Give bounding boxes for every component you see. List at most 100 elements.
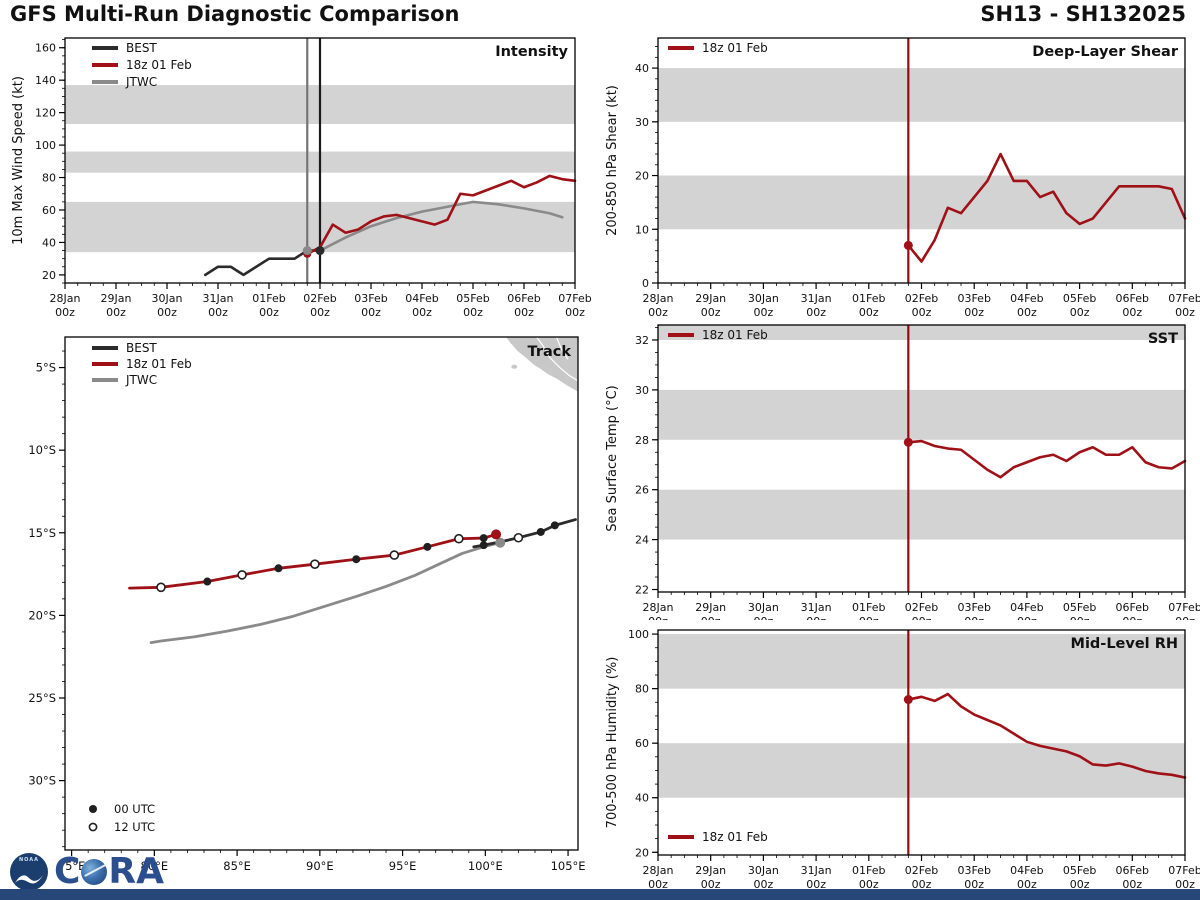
tick-label: 04Feb xyxy=(1010,601,1043,614)
tick-label: 29Jan xyxy=(101,292,132,305)
series-18z-01-feb xyxy=(907,152,1187,263)
fix-00utc xyxy=(550,521,559,530)
y-axis-label: 200-850 hPa Shear (kt) xyxy=(605,85,620,236)
tick-label: 04Feb xyxy=(1010,292,1043,305)
tick-label: 07Feb xyxy=(1168,601,1200,614)
y-axis-label: Sea Surface Temp (°C) xyxy=(605,385,620,532)
track-map: 75°E 80°E 85°E 90°E 95°E 100°E 105°E 5°S 10°S 15°… xyxy=(28,336,586,873)
legend-label: 18z 01 Feb xyxy=(126,58,192,72)
tick-label: 00z xyxy=(1017,615,1037,620)
series-jtwc xyxy=(318,200,564,252)
page-title: GFS Multi-Run Diagnostic Comparison xyxy=(10,2,460,26)
fix-12utc xyxy=(513,532,524,543)
tick-label: 00z xyxy=(912,306,932,319)
tick-label: 00z xyxy=(1122,615,1142,620)
tick-label: 140 xyxy=(35,74,56,87)
tick-label: 25°S xyxy=(28,691,56,705)
tick-label: 02Feb xyxy=(303,292,336,305)
shear-panel: 28Jan00z29Jan00z30Jan00z31Jan00z01Feb00z… xyxy=(605,37,1200,319)
tick-label: 20°S xyxy=(28,608,56,622)
tick-label: 01Feb xyxy=(252,292,285,305)
fix-00utc xyxy=(423,542,432,551)
tick-label: 04Feb xyxy=(405,292,438,305)
agency-logos: NOAA C RA xyxy=(10,851,164,893)
tick-label: 04Feb xyxy=(1010,864,1043,877)
tick-label: 20 xyxy=(42,269,56,282)
tick-label: 00z xyxy=(648,878,668,891)
tick-label: 00z xyxy=(648,615,668,620)
fix-00utc xyxy=(479,534,488,543)
tick-label: 31Jan xyxy=(801,601,832,614)
tick-label: 60 xyxy=(635,737,649,750)
panel-title: Track xyxy=(528,344,572,360)
tick-label: 00z xyxy=(565,306,585,319)
tick-label: 03Feb xyxy=(957,601,990,614)
tick-label: 30Jan xyxy=(748,601,779,614)
shaded-band xyxy=(658,743,1185,798)
rh-panel: 28Jan00z29Jan00z30Jan00z31Jan00z01Feb00z… xyxy=(605,628,1200,891)
tick-label: 00z xyxy=(1122,306,1142,319)
tick-label: 05Feb xyxy=(1063,864,1096,877)
tick-label: 30°S xyxy=(28,774,56,788)
rh-chart: 28Jan00z29Jan00z30Jan00z31Jan00z01Feb00z… xyxy=(605,628,1200,891)
legend-label: JTWC xyxy=(125,75,157,89)
tick-label: 01Feb xyxy=(852,864,885,877)
tick-label: 06Feb xyxy=(507,292,540,305)
intensity-panel: 28Jan00z29Jan00z30Jan00z31Jan00z01Feb00z… xyxy=(11,37,592,319)
legend-label: JTWC xyxy=(125,373,157,387)
tick-label: 06Feb xyxy=(1116,292,1149,305)
shaded-band xyxy=(658,634,1185,689)
tick-label: 00z xyxy=(964,615,984,620)
tick-label: 00z xyxy=(1017,878,1037,891)
utc12-label: 12 UTC xyxy=(114,820,155,834)
tick-label: 02Feb xyxy=(905,864,938,877)
legend-label: 18z 01 Feb xyxy=(702,41,768,55)
tick-label: 01Feb xyxy=(852,292,885,305)
init-point xyxy=(315,246,325,256)
init-point xyxy=(903,695,913,705)
tick-label: 00z xyxy=(157,306,177,319)
tick-label: 85°E xyxy=(223,859,251,873)
tick-label: 160 xyxy=(35,42,56,55)
tick-label: 02Feb xyxy=(905,292,938,305)
tick-label: 00z xyxy=(412,306,432,319)
noaa-logo-text: NOAA xyxy=(18,857,40,863)
tick-label: 00z xyxy=(106,306,126,319)
legend-label: 18z 01 Feb xyxy=(702,328,768,342)
tick-label: 30Jan xyxy=(748,292,779,305)
cira-logo: C RA xyxy=(54,854,164,890)
legend-label: BEST xyxy=(126,341,157,355)
tick-label: 28 xyxy=(635,434,649,447)
tick-label: 100 xyxy=(35,139,56,152)
tick-label: 28Jan xyxy=(643,601,674,614)
legend-label: 18z 01 Feb xyxy=(702,830,768,844)
tick-label: 05Feb xyxy=(456,292,489,305)
tick-label: 00z xyxy=(1070,615,1090,620)
series-18z-01-feb xyxy=(907,439,1187,479)
tick-label: 30Jan xyxy=(748,864,779,877)
shaded-band xyxy=(658,175,1185,230)
sst-panel: 28Jan00z29Jan00z30Jan00z31Jan00z01Feb00z… xyxy=(605,324,1200,620)
tick-label: 00z xyxy=(648,306,668,319)
tick-label: 00z xyxy=(701,878,721,891)
tick-label: 02Feb xyxy=(905,601,938,614)
tick-label: 80 xyxy=(42,172,56,185)
storm-id: SH13 - SH132025 xyxy=(980,2,1186,26)
cira-logo-ra: RA xyxy=(108,851,165,892)
tick-label: 00z xyxy=(701,615,721,620)
tick-label: 00z xyxy=(806,306,826,319)
noaa-logo-icon: NOAA xyxy=(10,853,48,891)
fix-00utc xyxy=(352,555,361,564)
tick-label: 120 xyxy=(35,107,56,120)
init-position xyxy=(491,529,502,540)
y-axis-label: 10m Max Wind Speed (kt) xyxy=(11,76,26,245)
tick-label: 07Feb xyxy=(1168,864,1200,877)
shaded-band xyxy=(658,489,1185,540)
tick-label: 80 xyxy=(635,683,649,696)
fix-12utc xyxy=(237,570,247,580)
sst-chart: 28Jan00z29Jan00z30Jan00z31Jan00z01Feb00z… xyxy=(605,324,1200,620)
tick-label: 00z xyxy=(1175,306,1195,319)
init-position xyxy=(495,537,506,548)
tick-label: 00z xyxy=(964,306,984,319)
shear-chart: 28Jan00z29Jan00z30Jan00z31Jan00z01Feb00z… xyxy=(605,37,1200,319)
